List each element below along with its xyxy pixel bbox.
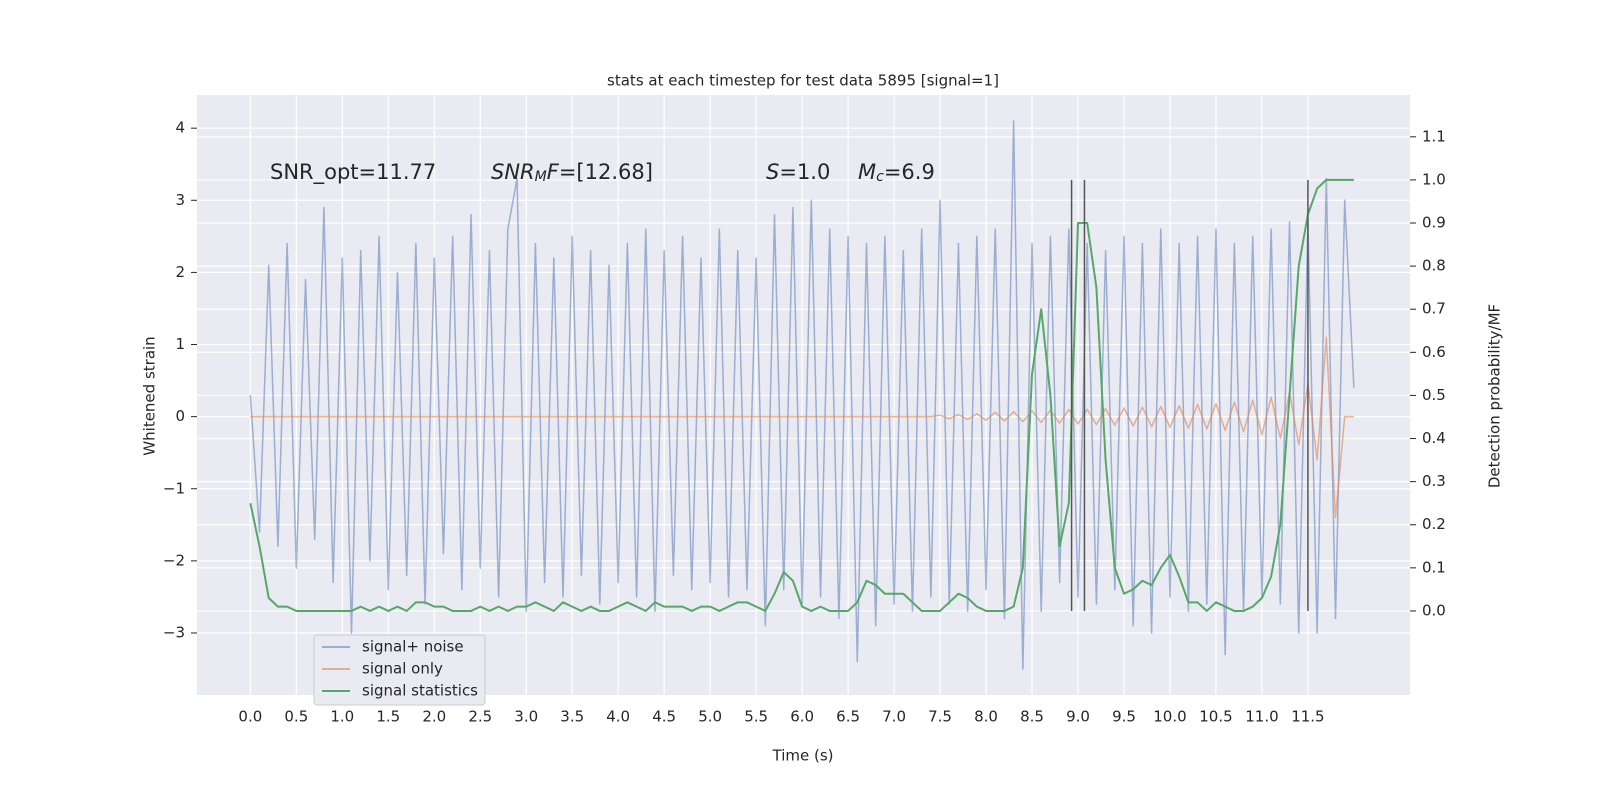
x-tick-label: 6.0	[790, 708, 814, 726]
series-line	[250, 336, 1354, 519]
x-tick-label: 0.5	[284, 708, 308, 726]
y2-tick-label: 0.6	[1422, 343, 1446, 361]
x-tick-label: 4.5	[652, 708, 676, 726]
grid	[197, 95, 1410, 695]
x-tick-label: 5.0	[698, 708, 722, 726]
y-tick-label: 1	[175, 335, 185, 353]
x-tick-label: 9.5	[1112, 708, 1136, 726]
y-axis-label: Whitened strain	[141, 336, 159, 455]
y-tick-label: 3	[175, 191, 185, 209]
x-tick-label: 3.0	[514, 708, 538, 726]
annotation: SNRMF=[12.68]	[491, 160, 653, 185]
y2-tick-label: 0.8	[1422, 257, 1446, 275]
x-tick-label: 1.0	[330, 708, 354, 726]
y-tick-label: 0	[175, 407, 185, 425]
x-tick-label: 10.0	[1153, 708, 1186, 726]
annotation-part: c	[876, 169, 884, 185]
y2-tick-label: 0.3	[1422, 472, 1446, 490]
series-line	[249, 178, 1354, 612]
x-tick-label: 4.0	[606, 708, 630, 726]
x-tick-label: 9.0	[1066, 708, 1090, 726]
chart-title: stats at each timestep for test data 589…	[607, 72, 999, 90]
annotation-part: =1.0	[779, 160, 830, 184]
y-tick-label: 2	[175, 263, 185, 281]
y-tick-label: 4	[175, 119, 185, 137]
annotation-part: F	[547, 160, 560, 184]
x-tick-label: 6.5	[836, 708, 860, 726]
x-tick-label: 0.0	[238, 708, 262, 726]
x-tick-label: 10.5	[1199, 708, 1232, 726]
x-tick-label: 2.0	[422, 708, 446, 726]
x-tick-label: 3.5	[560, 708, 584, 726]
y2-tick-label: 0.2	[1422, 515, 1446, 533]
y-tick-label: −3	[163, 623, 185, 641]
x-tick-label: 5.5	[744, 708, 768, 726]
annotation-part: SNR	[491, 160, 535, 184]
annotation: Mc=6.9	[858, 160, 935, 185]
x-tick-label: 2.5	[468, 708, 492, 726]
y2-axis-label: Detection probability/MF	[1486, 304, 1504, 488]
x-tick-label: 11.0	[1245, 708, 1278, 726]
annotation-part: M	[858, 160, 876, 184]
y-tick-label: −2	[163, 551, 185, 569]
legend-box	[313, 634, 486, 706]
y2-tick-label: 1.0	[1422, 170, 1446, 188]
x-tick-label: 8.0	[974, 708, 998, 726]
y-tick-label: −1	[163, 479, 185, 497]
legend-label: signal statistics	[362, 682, 478, 700]
x-axis-label: Time (s)	[772, 747, 834, 765]
x-tick-label: 8.5	[1020, 708, 1044, 726]
y2-tick-label: 0.7	[1422, 300, 1446, 318]
y2-tick-label: 0.9	[1422, 214, 1446, 232]
legend-label: signal+ noise	[362, 638, 464, 656]
y2-tick-label: 0.4	[1422, 429, 1446, 447]
x-tick-label: 7.5	[928, 708, 952, 726]
annotation-part: SNR_opt=11.77	[270, 160, 436, 185]
legend: signal+ noise signal only signal statistic…	[313, 634, 486, 706]
annotation-part: =[12.68]	[559, 160, 653, 184]
x-tick-label: 1.5	[376, 708, 400, 726]
annotation-part: M	[535, 169, 547, 185]
y2-tick-label: 0.0	[1422, 601, 1446, 619]
annotation-part: =6.9	[884, 160, 935, 184]
y2-tick-label: 0.1	[1422, 558, 1446, 576]
x-tick-label: 7.0	[882, 708, 906, 726]
x-tick-label: 11.5	[1291, 708, 1324, 726]
y2-tick-label: 0.5	[1422, 386, 1446, 404]
annotation: S=1.0	[766, 160, 830, 184]
legend-label: signal only	[362, 660, 443, 678]
annotation: SNR_opt=11.77	[270, 160, 436, 185]
annotation-part: S	[766, 160, 779, 184]
y2-tick-label: 1.1	[1422, 127, 1446, 145]
